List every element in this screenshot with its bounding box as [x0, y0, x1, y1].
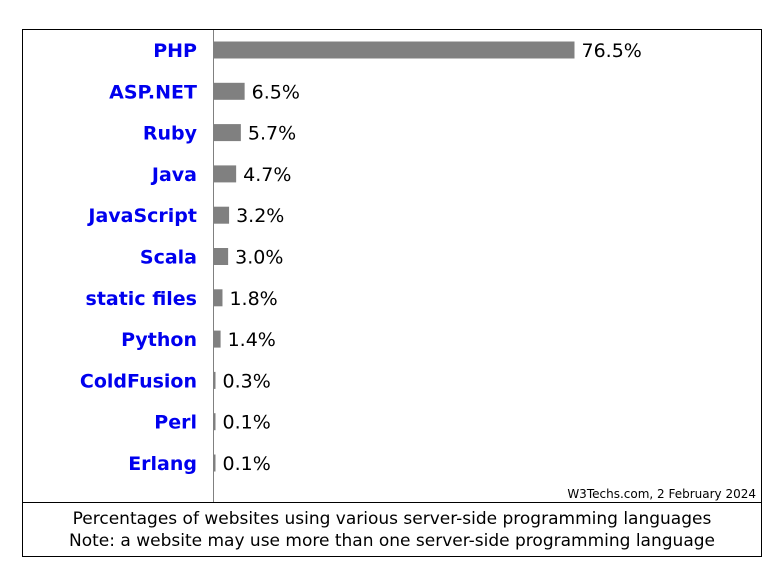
category-label[interactable]: Ruby — [143, 123, 198, 145]
category-label[interactable]: Perl — [154, 412, 197, 434]
value-label: 0.1% — [223, 453, 271, 475]
bar — [214, 289, 223, 307]
bar — [214, 371, 216, 389]
category-label[interactable]: Java — [150, 164, 197, 186]
credit-text: W3Techs.com, 2 February 2024 — [567, 487, 756, 501]
caption-line-2: Note: a website may use more than one se… — [69, 531, 715, 551]
bar — [214, 413, 216, 431]
value-label: 76.5% — [582, 40, 642, 62]
bar — [214, 248, 229, 265]
category-label[interactable]: Python — [121, 329, 197, 351]
value-label: 4.7% — [243, 164, 291, 186]
category-label[interactable]: Scala — [140, 247, 197, 269]
category-label[interactable]: static files — [86, 288, 197, 310]
bar — [214, 165, 237, 183]
caption-line-1: Percentages of websites using various se… — [73, 509, 712, 529]
value-label: 1.8% — [229, 288, 277, 310]
value-label: 0.1% — [223, 412, 271, 434]
bar — [214, 454, 216, 472]
value-label: 0.3% — [223, 370, 271, 392]
value-label: 3.2% — [236, 205, 284, 227]
value-label: 6.5% — [252, 81, 300, 103]
category-label[interactable]: ColdFusion — [80, 370, 197, 392]
bar — [214, 82, 245, 100]
bars-group: PHP 76.5% ASP.NET 6.5% Ruby 5.7% Java 4.7% JavaS… — [80, 40, 642, 475]
bar — [214, 41, 575, 59]
chart-frame — [22, 29, 762, 557]
category-label[interactable]: ASP.NET — [109, 81, 197, 103]
category-label[interactable]: JavaScript — [86, 205, 197, 227]
value-label: 1.4% — [228, 329, 276, 351]
category-label[interactable]: Erlang — [128, 453, 197, 475]
bar — [214, 206, 230, 224]
value-label: 3.0% — [235, 247, 283, 269]
bar — [214, 330, 221, 348]
bar — [214, 124, 241, 142]
category-label[interactable]: PHP — [153, 40, 197, 62]
value-label: 5.7% — [248, 123, 296, 145]
